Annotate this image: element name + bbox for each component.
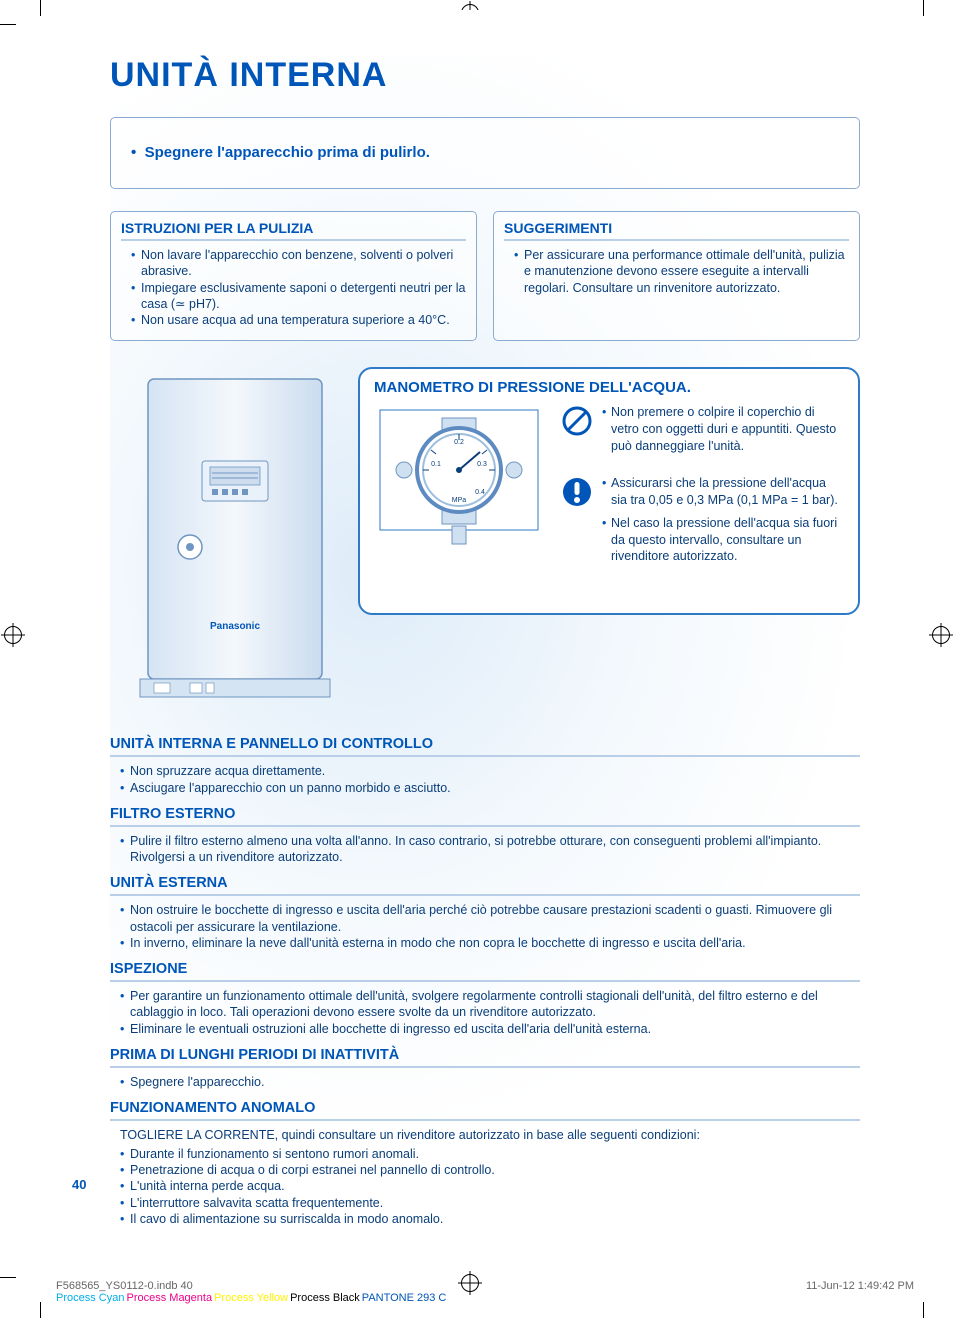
section-heading: UNITÀ INTERNA E PANNELLO DI CONTROLLO: [110, 736, 860, 757]
crop-mark: [0, 1277, 16, 1278]
crop-mark: [40, 1302, 41, 1318]
list-item: Non ostruire le bocchette di ingresso e …: [120, 902, 860, 935]
list-item: L'unità interna perde acqua.: [120, 1178, 860, 1194]
section-heading: PRIMA DI LUNGHI PERIODI DI INATTIVITÀ: [110, 1047, 860, 1068]
section-heading: ISPEZIONE: [110, 961, 860, 982]
panel-tips: SUGGERIMENTI Per assicurare una performa…: [493, 211, 860, 341]
prohibit-icon: [560, 404, 594, 461]
registration-mark-icon: [932, 626, 950, 644]
svg-text:0.2: 0.2: [454, 439, 464, 446]
section: UNITÀ INTERNA E PANNELLO DI CONTROLLO Non…: [110, 736, 860, 796]
brand-label: Panasonic: [210, 621, 260, 632]
list-item: Durante il funzionamento si sentono rumo…: [120, 1146, 860, 1162]
color-label: Process Black: [290, 1292, 360, 1304]
color-label: Process Magenta: [126, 1292, 212, 1304]
crop-mark: [923, 0, 924, 16]
crop-mark: [0, 24, 16, 25]
section: FILTRO ESTERNO Pulire il filtro esterno a…: [110, 806, 860, 866]
list-item: Spegnere l'apparecchio.: [120, 1074, 860, 1090]
panel-heading: ISTRUZIONI PER LA PULIZIA: [121, 220, 466, 241]
footer-file: F568565_YS0112-0.indb 40: [56, 1280, 193, 1292]
gauge-notes: Non premere o colpire il coperchio di ve…: [560, 404, 844, 599]
list-item: L'interruttore salvavita scatta frequent…: [120, 1195, 860, 1211]
svg-text:0.3: 0.3: [477, 461, 487, 468]
panel-cleaning: ISTRUZIONI PER LA PULIZIA Non lavare l'a…: [110, 211, 477, 341]
section: PRIMA DI LUNGHI PERIODI DI INATTIVITÀ Spe…: [110, 1047, 860, 1090]
color-label: Process Cyan: [56, 1292, 124, 1304]
gauge-heading: MANOMETRO DI PRESSIONE DELL'ACQUA.: [374, 379, 844, 396]
panel-list: Non lavare l'apparecchio con benzene, so…: [121, 247, 466, 328]
warning-text: • Spegnere l'apparecchio prima di pulirl…: [131, 144, 430, 161]
list-item: Penetrazione di acqua o di corpi estrane…: [120, 1162, 860, 1178]
section: ISPEZIONE Per garantire un funzionamento …: [110, 961, 860, 1037]
indoor-unit-illustration: Panasonic: [130, 367, 340, 708]
section: UNITÀ ESTERNA Non ostruire le bocchette d…: [110, 875, 860, 951]
list-item: Non spruzzare acqua direttamente.: [120, 763, 860, 779]
panel-heading: SUGGERIMENTI: [504, 220, 849, 241]
warning-box: • Spegnere l'apparecchio prima di pulirl…: [110, 117, 860, 189]
list-item: Non lavare l'apparecchio con benzene, so…: [131, 247, 466, 280]
list-item: Pulire il filtro esterno almeno una volt…: [120, 833, 860, 866]
list-item: Per assicurare una performance ottimale …: [514, 247, 849, 296]
svg-text:MPa: MPa: [452, 497, 467, 504]
footer-colors: Process CyanProcess MagentaProcess Yello…: [56, 1292, 914, 1304]
crop-mark: [923, 1302, 924, 1318]
list-item: Per garantire un funzionamento ottimale …: [120, 988, 860, 1021]
gauge-panel: MANOMETRO DI PRESSIONE DELL'ACQUA. 0.1 0…: [358, 367, 860, 615]
page-number: 40: [72, 1177, 86, 1192]
list-item: Il cavo di alimentazione su surriscalda …: [120, 1211, 860, 1227]
footer-date: 11-Jun-12 1:49:42 PM: [806, 1280, 914, 1292]
page: UNITÀ INTERNA • Spegnere l'apparecchio p…: [56, 10, 910, 1258]
list-item: In inverno, eliminare la neve dall'unità…: [120, 935, 860, 951]
note-text: Assicurarsi che la pressione dell'acqua …: [602, 475, 844, 509]
gauge-illustration: 0.1 0.2 0.3 0.4 MPa: [374, 404, 544, 599]
svg-text:0.1: 0.1: [431, 461, 441, 468]
svg-text:0.4: 0.4: [475, 489, 485, 496]
section-heading: UNITÀ ESTERNA: [110, 875, 860, 896]
note-text: Non premere o colpire il coperchio di ve…: [602, 404, 844, 455]
crop-mark: [40, 0, 41, 16]
list-item: Non usare acqua ad una temperatura super…: [131, 312, 466, 328]
alert-icon: [560, 475, 594, 571]
section-heading: FUNZIONAMENTO ANOMALO: [110, 1100, 860, 1121]
list-item: Eliminare le eventuali ostruzioni alle b…: [120, 1021, 860, 1037]
panel-list: Per assicurare una performance ottimale …: [504, 247, 849, 296]
color-label: PANTONE 293 C: [362, 1292, 447, 1304]
color-label: Process Yellow: [214, 1292, 288, 1304]
note-text: Nel caso la pressione dell'acqua sia fuo…: [602, 515, 844, 566]
section: FUNZIONAMENTO ANOMALO TOGLIERE LA CORRENT…: [110, 1100, 860, 1227]
list-item: Impiegare esclusivamente saponi o deterg…: [131, 280, 466, 313]
section-heading: FILTRO ESTERNO: [110, 806, 860, 827]
registration-mark-icon: [4, 626, 22, 644]
section-intro: TOGLIERE LA CORRENTE, quindi consultare …: [110, 1127, 860, 1144]
print-footer: F568565_YS0112-0.indb 40 11-Jun-12 1:49:…: [56, 1280, 914, 1304]
page-title: UNITÀ INTERNA: [110, 56, 860, 95]
list-item: Asciugare l'apparecchio con un panno mor…: [120, 780, 860, 796]
